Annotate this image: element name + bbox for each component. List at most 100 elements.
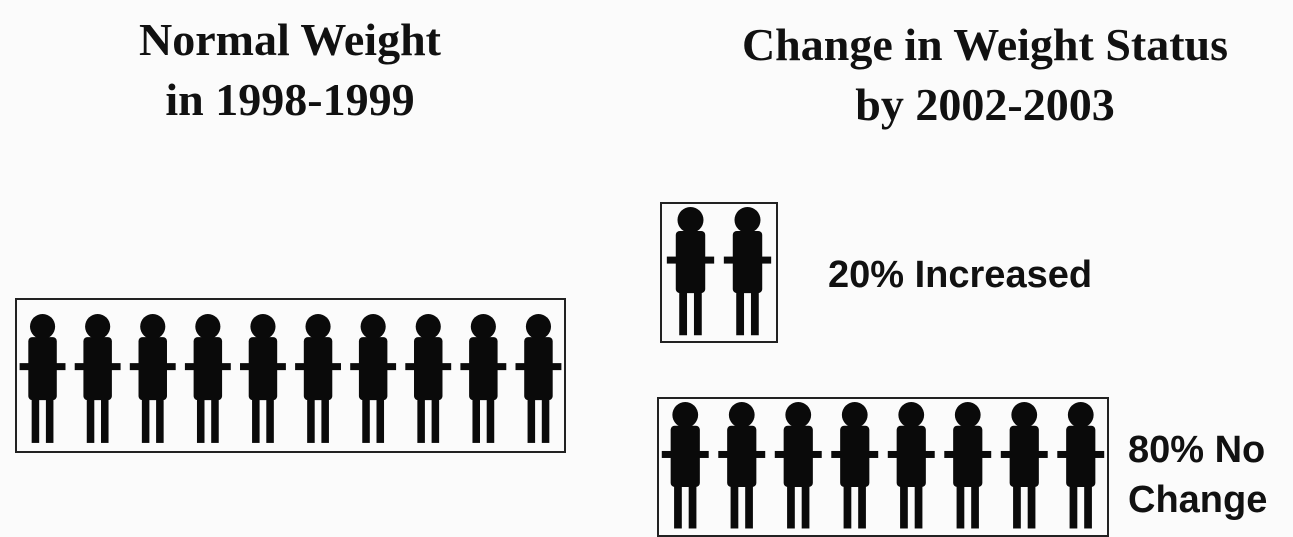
figure xyxy=(723,207,772,336)
figure-part xyxy=(362,396,370,443)
figure-part xyxy=(196,396,205,443)
figure-part xyxy=(29,314,56,340)
figure-part xyxy=(1000,450,1048,458)
figure-part xyxy=(211,396,219,443)
figure-part xyxy=(1013,483,1021,529)
figure-part xyxy=(841,402,868,428)
figure-part xyxy=(956,483,965,529)
figure-part xyxy=(900,483,908,529)
figure xyxy=(944,402,992,529)
figure xyxy=(666,207,715,336)
figure-part xyxy=(1084,483,1092,529)
label-line: 80% No xyxy=(1128,429,1266,471)
figure-part xyxy=(19,363,66,371)
figure-part xyxy=(745,483,753,529)
figure xyxy=(460,314,507,443)
title-line: Change in Weight Status xyxy=(741,19,1229,70)
figure-part xyxy=(74,363,121,371)
figure-part xyxy=(86,396,95,443)
figure xyxy=(774,402,822,529)
after-title: Change in Weight Status by 2002-2003 xyxy=(680,15,1290,135)
figure-part xyxy=(250,314,276,340)
figure-part xyxy=(156,396,164,443)
figure xyxy=(184,314,231,443)
figure-part xyxy=(858,483,866,529)
title-line: Normal Weight xyxy=(139,14,441,65)
figure-part xyxy=(417,396,425,443)
figure-part xyxy=(730,483,739,529)
figure-part xyxy=(295,363,341,371)
figure xyxy=(129,314,176,443)
figure-part xyxy=(954,402,981,428)
figure-part xyxy=(787,483,795,529)
figure-part xyxy=(184,363,231,371)
figure-part xyxy=(831,450,879,458)
figure xyxy=(831,402,879,529)
increased-label: 20% Increased xyxy=(828,250,1092,300)
figure-part xyxy=(85,314,111,340)
figure-part xyxy=(431,396,440,443)
figure-part xyxy=(415,314,441,340)
figure-part xyxy=(195,314,221,340)
figure-part xyxy=(129,363,176,371)
figure xyxy=(1000,402,1048,529)
figure-part xyxy=(31,396,40,443)
figure-part xyxy=(527,396,536,443)
figure xyxy=(515,314,562,443)
figure-part xyxy=(321,396,329,443)
figure-part xyxy=(240,363,286,371)
before-box xyxy=(15,298,566,453)
figure xyxy=(19,314,66,443)
figure-part xyxy=(376,396,385,443)
figure xyxy=(350,314,397,443)
figure-part xyxy=(661,450,709,458)
figure-part xyxy=(674,483,682,529)
figure-part xyxy=(470,314,496,340)
figure xyxy=(887,402,935,529)
figure xyxy=(718,402,766,529)
label-line: 20% Increased xyxy=(828,254,1093,296)
figure-part xyxy=(1057,450,1105,458)
figure-part xyxy=(785,402,812,428)
figure xyxy=(661,402,709,529)
figure-part xyxy=(898,402,925,428)
figure-part xyxy=(666,256,715,264)
figure-part xyxy=(750,289,759,336)
before-title: Normal Weight in 1998-1999 xyxy=(40,10,540,130)
figure-part xyxy=(914,483,923,529)
increased-box xyxy=(660,202,778,343)
figure-part xyxy=(141,396,150,443)
figure-part xyxy=(971,483,979,529)
figure-part xyxy=(252,396,260,443)
figure xyxy=(240,314,286,443)
figure-part xyxy=(472,396,480,443)
figure xyxy=(1057,402,1105,529)
figure-part xyxy=(672,402,699,428)
figure-part xyxy=(677,207,704,233)
figure-part xyxy=(101,396,109,443)
figure-part xyxy=(460,363,507,371)
figure-part xyxy=(728,402,755,428)
figure-part xyxy=(1067,402,1094,428)
figure-part xyxy=(734,207,761,233)
figure-part xyxy=(736,289,745,336)
figure xyxy=(74,314,121,443)
figure-part xyxy=(515,363,562,371)
figure-part xyxy=(350,363,397,371)
figure-part xyxy=(525,314,552,340)
figure-part xyxy=(1069,483,1078,529)
figure-part xyxy=(718,450,766,458)
figure-part xyxy=(723,256,772,264)
figure-part xyxy=(944,450,992,458)
figure-part xyxy=(305,314,331,340)
figure-part xyxy=(688,483,697,529)
figure-part xyxy=(693,289,702,336)
figure-part xyxy=(774,450,822,458)
figure-part xyxy=(45,396,54,443)
figure-part xyxy=(405,363,452,371)
title-line: by 2002-2003 xyxy=(855,79,1115,130)
figure-part xyxy=(1027,483,1036,529)
label-line: Change xyxy=(1128,479,1268,521)
